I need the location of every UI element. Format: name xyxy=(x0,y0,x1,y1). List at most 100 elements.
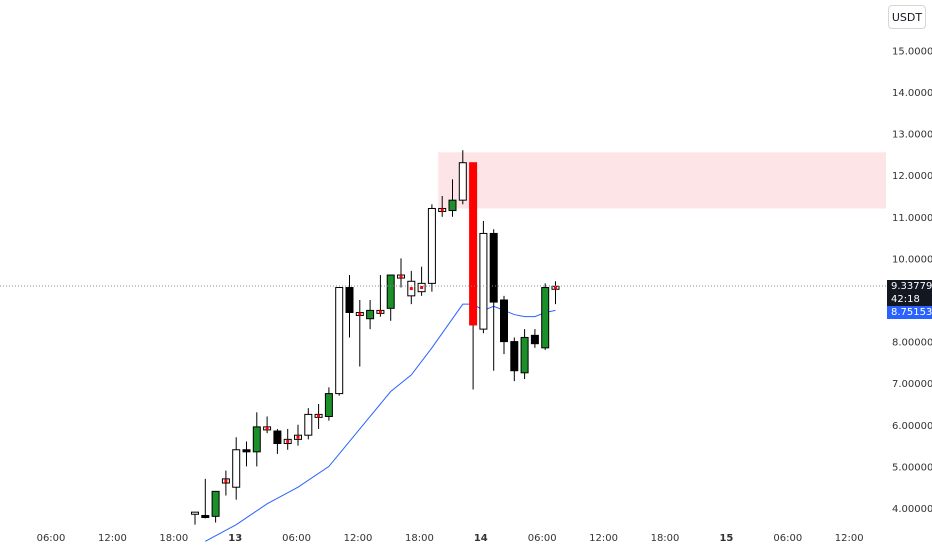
candle-body xyxy=(448,199,457,212)
candle xyxy=(448,179,457,217)
candle xyxy=(263,416,272,434)
candle xyxy=(417,266,426,296)
candle-body xyxy=(469,162,478,326)
candle xyxy=(520,329,529,380)
current-price-value: 9.33779 xyxy=(891,281,932,292)
time-tick-label: 18:00 xyxy=(405,533,434,544)
price-tick-label: 15.00000 xyxy=(892,46,932,57)
candle xyxy=(386,274,395,321)
time-tick-label: 06:00 xyxy=(282,533,311,544)
time-tick-label: 06:00 xyxy=(773,533,802,544)
candle-body xyxy=(252,426,261,453)
bar-countdown: 42:18 xyxy=(891,294,920,305)
candle-body xyxy=(335,287,344,395)
candle xyxy=(397,258,405,288)
candle xyxy=(221,470,230,496)
price-tick-label: 5.00000 xyxy=(892,462,932,473)
candle xyxy=(376,275,385,317)
candle-body xyxy=(479,232,488,330)
candle xyxy=(335,287,344,396)
time-tick-label: 14 xyxy=(474,533,488,544)
price-tick-label: 13.00000 xyxy=(892,130,932,141)
price-tick-label: 8.00000 xyxy=(892,338,932,349)
plot-area[interactable] xyxy=(0,0,886,528)
current-price-tag: 9.33779 42:18 xyxy=(887,280,932,306)
candle-body xyxy=(500,299,508,343)
candle xyxy=(427,204,436,292)
candle-body xyxy=(530,334,539,345)
candle xyxy=(530,329,539,348)
candle xyxy=(242,441,251,467)
time-tick-label: 18:00 xyxy=(651,533,680,544)
time-tick-label: 12:00 xyxy=(98,533,127,544)
candle xyxy=(500,295,508,355)
candle-marker xyxy=(265,426,269,430)
candle-body xyxy=(427,207,436,284)
candle-body xyxy=(458,162,467,201)
candle xyxy=(252,412,261,467)
candle-marker xyxy=(378,310,382,314)
candle xyxy=(489,229,498,371)
candle-body xyxy=(510,341,519,372)
candle xyxy=(314,404,323,429)
time-tick-label: 18:00 xyxy=(159,533,188,544)
price-tick-label: 6.00000 xyxy=(892,421,932,432)
candle-marker xyxy=(409,287,413,291)
candle xyxy=(479,220,488,334)
time-axis[interactable]: 06:00 12:00 18:00 13 06:00 12:00 18:00 14 06:00 1… xyxy=(37,533,864,544)
candle xyxy=(469,162,478,390)
candle-body xyxy=(324,393,333,417)
candle xyxy=(324,387,333,421)
candle-body xyxy=(489,232,498,303)
moving-average-tag: 8.75153 xyxy=(887,306,932,319)
candle-marker xyxy=(399,275,403,279)
time-tick-label: 12:00 xyxy=(835,533,864,544)
candle-body xyxy=(201,514,210,518)
candle-body xyxy=(211,490,220,517)
candle-marker xyxy=(317,414,321,418)
time-tick-label: 13 xyxy=(228,533,242,544)
supply-zone-layer xyxy=(438,152,886,209)
candle xyxy=(458,150,467,205)
price-tick-label: 11.00000 xyxy=(892,213,932,224)
moving-average-line xyxy=(205,303,556,542)
candle xyxy=(191,511,199,525)
time-tick-label: 12:00 xyxy=(344,533,373,544)
candle xyxy=(232,437,241,500)
candle-marker xyxy=(286,439,290,443)
candle xyxy=(304,408,313,440)
candle xyxy=(366,300,375,330)
candle-body xyxy=(345,287,354,313)
candle xyxy=(438,196,447,217)
time-tick-label: 06:00 xyxy=(528,533,557,544)
candle-body xyxy=(191,511,199,515)
candle-body xyxy=(386,274,395,309)
candle-body xyxy=(232,449,241,488)
candle-body xyxy=(541,287,550,349)
candle xyxy=(283,428,292,450)
candle-body xyxy=(520,336,529,374)
candle-body xyxy=(273,430,282,445)
candle xyxy=(407,270,416,305)
candle-body xyxy=(242,449,251,453)
candle xyxy=(294,424,302,446)
candle-marker xyxy=(420,286,424,290)
candle xyxy=(541,283,550,350)
candle-marker xyxy=(296,435,300,439)
price-tick-label: 7.00000 xyxy=(892,379,932,390)
candle-body xyxy=(366,309,375,320)
candle xyxy=(510,337,519,382)
candle xyxy=(345,275,354,338)
candle-marker xyxy=(440,208,444,212)
time-tick-label: 15 xyxy=(719,533,733,544)
time-tick-label: 12:00 xyxy=(589,533,618,544)
candle xyxy=(211,490,220,523)
candle-marker xyxy=(224,479,228,483)
price-tick-label: 14.00000 xyxy=(892,88,932,99)
moving-average-layer xyxy=(205,303,556,542)
price-tick-label: 4.00000 xyxy=(892,504,932,515)
candle-marker xyxy=(358,312,362,316)
candle-marker xyxy=(554,286,557,290)
currency-button[interactable]: USDT xyxy=(888,5,926,29)
